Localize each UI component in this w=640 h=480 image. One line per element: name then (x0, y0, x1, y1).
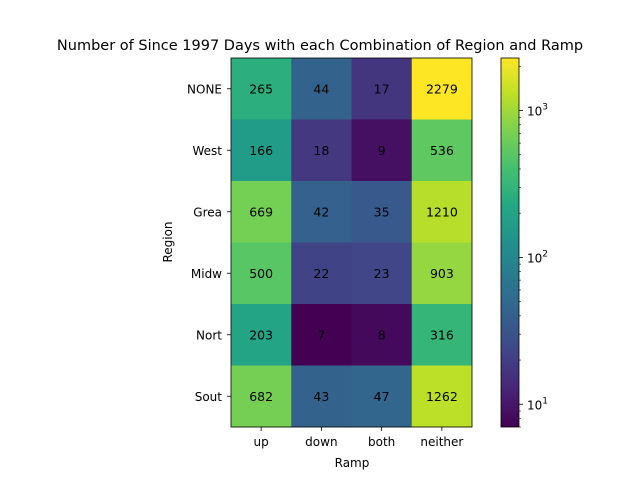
x-tick-label: neither (420, 435, 463, 449)
cell-value-label: 47 (374, 389, 390, 404)
cell-value-label: 43 (313, 389, 329, 404)
heatmap-cells (231, 58, 473, 428)
cell-value-label: 8 (378, 327, 386, 342)
heatmap-cell (231, 304, 292, 366)
cell-value-label: 9 (378, 143, 386, 158)
cell-value-label: 903 (430, 266, 454, 281)
colorbar (500, 57, 520, 428)
y-axis-ticks: NONE West Grea Midw Nort Sout (187, 82, 231, 404)
heatmap-cell (351, 304, 413, 366)
x-tick-label: down (305, 435, 337, 449)
heatmap-cell (231, 365, 292, 428)
y-tick-label: Nort (196, 328, 222, 342)
heatmap-cell (411, 181, 473, 243)
heatmap-cell (411, 119, 473, 182)
cell-value-label: 682 (249, 389, 273, 404)
cell-value-label: 42 (313, 204, 329, 219)
heatmap-cell (411, 242, 473, 305)
plot-frame (230, 57, 473, 428)
cell-value-label: 316 (430, 327, 454, 342)
cell-value-label: 500 (249, 266, 273, 281)
cell-value-label: 18 (313, 143, 329, 158)
cell-labels: 265 44 17 2279 166 18 9 536 669 42 35 1210 500 22 23 90… (249, 81, 458, 404)
chart-title: Number of Since 1997 Days with each Comb… (57, 38, 583, 54)
heatmap-cell (351, 119, 413, 182)
cell-value-label: 1262 (426, 389, 458, 404)
cell-value-label: 35 (374, 204, 390, 219)
heatmap-cell (411, 304, 473, 366)
cell-value-label: 1210 (426, 204, 458, 219)
y-tick-label: NONE (187, 82, 222, 96)
x-tick-label: up (254, 435, 269, 449)
cell-value-label: 265 (249, 81, 273, 96)
heatmap-cell (291, 119, 352, 182)
heatmap-cell (351, 181, 413, 243)
x-tick-label: both (368, 435, 395, 449)
heatmap-cell (291, 304, 352, 366)
heatmap-cell (291, 365, 352, 428)
cell-value-label: 669 (249, 204, 273, 219)
colorbar-tick-label: 103 (527, 103, 548, 119)
cell-value-label: 203 (249, 327, 273, 342)
cell-value-label: 17 (374, 81, 390, 96)
x-axis-ticks: up down both neither (254, 427, 463, 449)
heatmap-cell (231, 119, 292, 182)
heatmap-cell (351, 242, 413, 305)
cell-value-label: 7 (317, 327, 325, 342)
cell-value-label: 166 (249, 143, 273, 158)
heatmap-cell (231, 181, 292, 243)
y-tick-label: Sout (195, 390, 223, 404)
heatmap-cell (351, 58, 413, 120)
cell-value-label: 2279 (426, 81, 458, 96)
colorbar-ticks: 101 102 103 (519, 66, 548, 428)
heatmap-cell (411, 365, 473, 428)
heatmap-cell (291, 242, 352, 305)
heatmap-cell (231, 242, 292, 305)
heatmap-cell (231, 58, 292, 120)
heatmap-cell (351, 365, 413, 428)
y-axis-label: Region (161, 221, 175, 262)
cell-value-label: 44 (313, 81, 329, 96)
colorbar-tick-label: 101 (527, 396, 548, 412)
y-tick-label: West (192, 144, 222, 158)
colorbar-tick-label: 102 (527, 249, 548, 265)
y-tick-label: Grea (193, 205, 222, 219)
cell-value-label: 23 (374, 266, 390, 281)
x-axis-label: Ramp (335, 456, 370, 470)
heatmap-cell (291, 58, 352, 120)
cell-value-label: 536 (430, 143, 454, 158)
heatmap-cell (411, 58, 473, 120)
cell-value-label: 22 (313, 266, 329, 281)
y-tick-label: Midw (191, 267, 222, 281)
heatmap-cell (291, 181, 352, 243)
